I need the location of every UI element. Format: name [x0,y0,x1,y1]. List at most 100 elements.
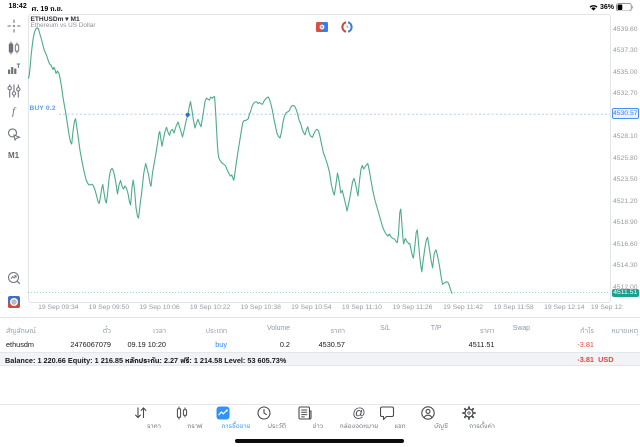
tab-label: ประวัติ [267,423,287,430]
price-chart[interactable] [28,14,611,303]
news-paper-icon [298,406,338,421]
column-header: Volume [267,324,290,332]
toolbar-objects-sliders-icon[interactable] [7,84,20,97]
home-indicator[interactable] [235,438,404,443]
tab-trade-chart[interactable]: การซื้อขาย [216,406,256,432]
tab-settings-gear[interactable]: การตั้งค่า [462,406,502,432]
chart-symbol-title: ETHUSDm ▾ M1 [30,16,80,24]
tab-label: กล่องจดหมาย [339,423,379,430]
price-tick-label: 4514.30 [613,262,638,270]
mailbox-at-icon: @ [352,405,366,420]
price-tick-label: 4539.60 [613,25,638,33]
balance-summary: Balance: 1 220.66 Equity: 1 216.85 หลักป… [5,356,287,365]
price-line-series [28,26,453,294]
chat-bubble-icon [380,406,420,421]
tab-news-paper[interactable]: ข่าว [298,406,338,432]
bid-price-axis-label: 4511.51 [611,288,639,298]
buy-order-line-label: BUY 0.2 [29,105,56,113]
column-header: ราคา [330,327,345,335]
column-header: สัญลักษณ์ [6,327,36,335]
toolbar-timeframe-m1[interactable]: M1 [7,150,20,160]
quotes-arrows-icon [134,406,174,421]
column-header: ราคา [479,327,495,335]
price-tick-label: 4532.70 [613,90,638,98]
balance-bar [0,351,640,366]
toolbar-quick-trade-icon[interactable] [7,272,20,285]
price-tick-label: 4525.80 [613,154,638,162]
toolbar-indicators-icon[interactable] [7,63,20,76]
time-tick-label: 19 Sep 09:50 [88,303,130,311]
time-tick-label: 19 Sep 12:14 [544,303,585,311]
price-tick-label: 4528.10 [613,133,638,141]
time-tick-label: 19 Sep 11:58 [493,303,534,311]
toolbar-chart-type-candles-icon[interactable] [7,41,20,54]
position-type: buy [215,339,227,349]
column-header: S/L [380,324,391,332]
column-header: Swap [512,324,530,332]
position-open-price: 4530.57 [318,339,345,349]
tab-label: การตั้งค่า [469,423,495,430]
chart-panel[interactable] [28,13,611,303]
battery-percent: 36% [599,3,614,11]
wifi-icon [589,4,598,11]
status-date: ศ. 19 ก.ย. [31,5,63,13]
chart-symbol-subtitle: Ethereum vs US Dollar [30,21,96,29]
charts-candles-icon [175,406,215,421]
time-tick-label: 19 Sep 10:22 [189,303,231,311]
tab-label: บัญชี [434,423,448,430]
time-tick-label: 19 Sep 11:10 [341,303,382,311]
tab-history-clock[interactable]: ประวัติ [257,406,297,432]
time-tick-label: 19 Sep 11:42 [443,303,484,311]
history-clock-icon [257,406,297,421]
position-current-price: 4511.51 [468,339,495,349]
position-symbol: ethusdm [6,339,34,349]
accounts-person-icon [421,406,461,421]
position-ticket: 2476067079 [70,339,111,349]
time-tick-label: 19 Sep 11:26 [392,303,433,311]
toolbar-functions-icon[interactable]: f [11,105,16,118]
tab-label: การซื้อขาย [221,423,251,430]
price-tick-label: 4537.30 [613,47,638,55]
calendar-event-icon[interactable] [340,20,353,33]
status-time: 18:42 [8,3,27,11]
position-profit: -3.81 [577,339,594,349]
balance-currency: USD [598,355,614,364]
battery-icon [616,2,634,12]
tab-label: แชท [394,423,406,430]
column-header: T/P [430,324,442,332]
tab-accounts-person[interactable]: บัญชี [421,406,461,432]
tabbar-top-divider [0,404,640,405]
column-header: ประเภท [205,327,227,335]
tab-chat-bubble[interactable]: แชท [380,406,420,432]
price-tick-label: 4535.00 [613,68,638,76]
tab-label: ราคา [146,423,161,430]
price-tick-label: 4516.60 [613,240,638,248]
tab-label: ข่าว [312,423,324,430]
price-tick-label: 4521.20 [613,197,638,205]
tab-charts-candles[interactable]: กราฟ [175,406,215,432]
column-header: กำไร [580,327,594,335]
order-price-axis-label: 4530.57 [611,108,639,119]
tab-quotes-arrows[interactable]: ราคา [134,406,174,432]
buy-entry-dot [185,112,190,117]
tab-label: กราฟ [187,423,203,430]
price-tick-label: 4523.50 [613,176,638,184]
balance-profit: -3.81 [577,355,594,364]
position-volume: 0.2 [279,339,290,349]
table-top-divider [0,316,640,318]
position-time: 09.19 10:20 [127,339,166,349]
column-header: ตั๋ว [102,327,111,335]
column-header: หมายเหตุ [611,327,638,335]
news-event-icon[interactable] [315,21,328,32]
tab-mailbox-at[interactable]: @ กล่องจดหมาย [339,406,379,432]
price-tick-label: 4512.00 [613,283,638,291]
toolbar-shapes-icon[interactable] [7,127,20,140]
time-tick-label: 19 Sep 10:38 [240,303,281,311]
time-tick-label: 19 Sep 12: [590,303,624,311]
toolbar-metatrader-logo-icon[interactable] [7,296,20,309]
settings-gear-icon [462,406,502,421]
toolbar-crosshair-icon[interactable] [7,19,20,33]
column-header: เวลา [152,327,166,335]
status-right-cluster: 36% [589,2,634,12]
